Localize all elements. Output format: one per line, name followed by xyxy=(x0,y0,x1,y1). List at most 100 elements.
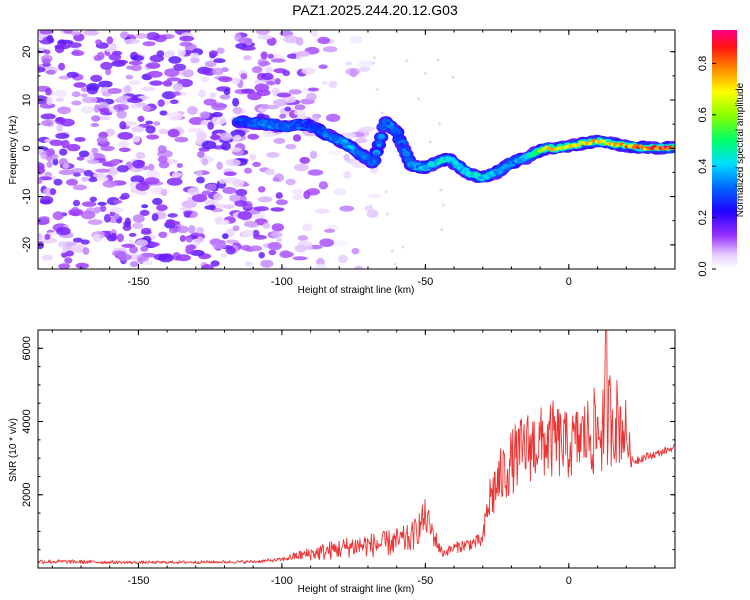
noise-blob xyxy=(283,35,299,44)
noise-blob xyxy=(451,75,455,79)
noise-blob xyxy=(218,76,233,83)
noise-blob xyxy=(210,134,221,141)
noise-blob xyxy=(253,234,267,240)
track-cell xyxy=(381,125,386,130)
noise-blob xyxy=(386,212,390,216)
track-cell xyxy=(576,143,581,147)
noise-blob xyxy=(257,196,273,203)
noise-blob xyxy=(384,190,388,194)
noise-blob xyxy=(123,85,132,93)
noise-blob xyxy=(237,211,253,220)
noise-blob xyxy=(222,187,237,194)
noise-blob xyxy=(192,193,208,203)
noise-blob xyxy=(56,124,63,132)
noise-blob xyxy=(328,80,338,89)
y-tick-label: 2000 xyxy=(21,483,33,507)
noise-blob xyxy=(113,199,123,204)
track-cell xyxy=(406,157,411,161)
track-cell xyxy=(356,150,361,154)
noise-blob xyxy=(98,101,109,110)
noise-blob xyxy=(232,225,240,232)
noise-blob xyxy=(302,223,313,231)
noise-blob xyxy=(66,71,79,78)
noise-blob xyxy=(201,190,212,196)
noise-blob xyxy=(139,209,150,216)
noise-blob xyxy=(149,72,157,77)
x-tick-label: -50 xyxy=(417,276,433,288)
track-cell xyxy=(392,127,398,131)
noise-blob xyxy=(70,31,81,36)
noise-blob xyxy=(318,181,329,190)
noise-blob xyxy=(219,94,231,100)
track-cell xyxy=(330,135,336,139)
noise-blob xyxy=(318,64,328,69)
noise-blob xyxy=(66,143,81,152)
noise-blob xyxy=(199,111,211,119)
track-cell xyxy=(587,141,593,146)
noise-blob xyxy=(100,61,113,70)
noise-blob xyxy=(205,183,217,191)
noise-blob xyxy=(375,88,379,92)
noise-blob xyxy=(417,97,420,101)
noise-blob xyxy=(71,91,81,98)
noise-blob xyxy=(134,33,148,39)
noise-blob xyxy=(266,81,276,86)
track-cell xyxy=(498,169,503,173)
noise-blob xyxy=(38,232,43,241)
noise-blob xyxy=(58,39,74,45)
noise-blob xyxy=(279,250,292,259)
noise-blob xyxy=(327,224,339,231)
noise-blob xyxy=(39,30,54,35)
noise-blob xyxy=(107,88,122,94)
noise-blob xyxy=(146,62,161,69)
noise-blob xyxy=(176,163,183,168)
y-tick-label: 10 xyxy=(21,94,33,106)
noise-blob xyxy=(244,167,253,174)
noise-blob xyxy=(437,122,441,126)
noise-blob xyxy=(93,104,100,113)
noise-blob xyxy=(260,51,268,60)
track-cell xyxy=(337,138,343,142)
noise-blob xyxy=(147,163,155,171)
noise-blob xyxy=(367,193,383,198)
noise-blob xyxy=(68,42,82,48)
noise-blob xyxy=(38,46,45,52)
noise-blob xyxy=(92,233,101,242)
noise-blob xyxy=(210,260,220,267)
noise-blob xyxy=(71,50,85,57)
noise-blob xyxy=(306,92,317,101)
noise-blob xyxy=(169,99,179,105)
noise-blob xyxy=(83,30,99,36)
noise-blob xyxy=(55,97,64,103)
noise-blob xyxy=(201,140,217,150)
noise-blob xyxy=(93,172,106,178)
noise-blob xyxy=(153,121,161,126)
noise-blob xyxy=(58,241,67,248)
noise-blob xyxy=(357,60,373,69)
noise-blob xyxy=(166,177,183,186)
noise-blob xyxy=(142,41,156,47)
noise-blob xyxy=(157,145,167,154)
noise-blob xyxy=(294,104,306,111)
noise-blob xyxy=(220,132,232,141)
y-tick-label: 6000 xyxy=(21,336,33,360)
noise-blob xyxy=(187,127,204,133)
noise-blob xyxy=(114,59,129,65)
noise-blob xyxy=(314,208,330,214)
noise-blob xyxy=(93,54,102,62)
noise-blob xyxy=(207,121,214,130)
noise-blob xyxy=(292,194,304,200)
noise-blob xyxy=(201,157,209,166)
noise-blob xyxy=(141,204,149,209)
noise-blob xyxy=(313,263,328,269)
noise-blob xyxy=(324,228,336,233)
noise-blob xyxy=(140,246,149,252)
noise-blob xyxy=(223,171,237,177)
noise-blob xyxy=(293,109,307,116)
noise-blob xyxy=(53,178,63,186)
colorbar-tick-label: 0.4 xyxy=(697,159,709,174)
colorbar: 0.0 0.2 0.4 0.6 0.8 Normalized spectral ampl… xyxy=(697,30,746,277)
y-tick-label: 4000 xyxy=(21,409,33,433)
track-cell xyxy=(505,163,510,168)
snr-series-line xyxy=(38,330,675,565)
